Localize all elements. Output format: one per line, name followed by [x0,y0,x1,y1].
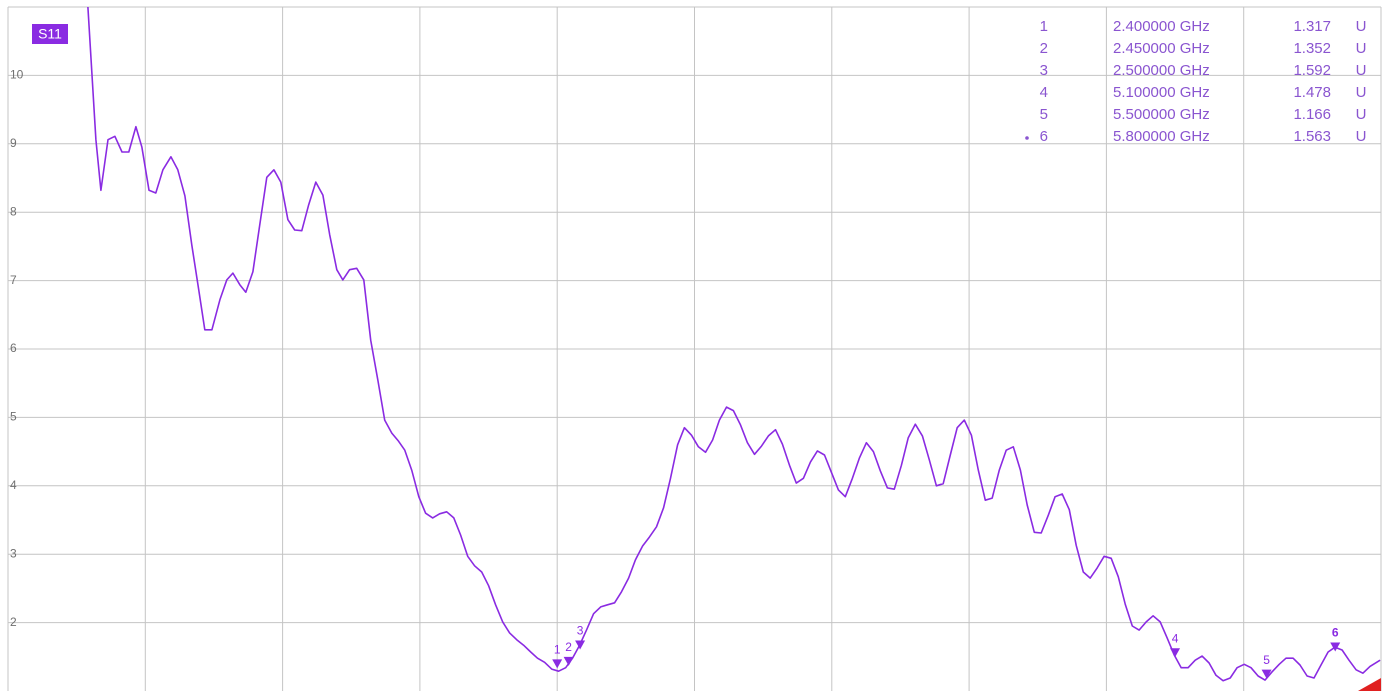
y-tick-label: 10 [10,68,24,82]
trace-group [87,7,1381,682]
reference-arrow [1358,678,1381,691]
marker-index: 6 [1040,128,1048,145]
marker-value: 1.478 [1293,84,1331,101]
y-tick-label: 6 [10,341,17,355]
y-tick-label: 9 [10,136,17,150]
trace-label-box [32,24,68,44]
y-tick-label: 8 [10,204,17,218]
marker-unit: U [1356,106,1367,123]
marker-index: 5 [1040,106,1048,123]
marker-number: 5 [1263,653,1270,667]
marker-number: 1 [554,642,561,656]
marker-index: 1 [1040,18,1048,35]
marker-value: 1.563 [1293,128,1331,145]
marker-triangle [552,659,563,669]
marker-value: 1.352 [1293,40,1331,57]
marker-frequency: 2.400000 GHz [1113,18,1210,35]
trace-label: S11 [38,26,62,42]
y-tick-label: 5 [10,410,17,424]
marker-unit: U [1356,40,1367,57]
marker-number: 4 [1172,631,1179,645]
marker-frequency: 2.450000 GHz [1113,40,1210,57]
marker-frequency: 2.500000 GHz [1113,62,1210,79]
marker-number: 6 [1332,626,1339,640]
marker-group: 1 23 4 5 6 [552,624,1341,679]
marker-triangle [1330,642,1341,652]
marker-frequency: 5.100000 GHz [1113,84,1210,101]
marker-triangle [575,640,586,650]
marker-value: 1.166 [1293,106,1331,123]
y-tick-label: 3 [10,546,17,560]
marker-table: 1 2.400000 GHz 1.317 U 2 2.450000 GHz 1.352 U 3 2… [1025,18,1366,145]
marker-index: 3 [1040,62,1048,79]
marker-unit: U [1356,128,1367,145]
active-marker-dot [1025,136,1029,140]
marker-number: 2 [565,640,572,654]
marker-frequency: 5.500000 GHz [1113,106,1210,123]
marker-value: 1.317 [1293,18,1331,35]
marker-index: 2 [1040,40,1048,57]
marker-frequency: 5.800000 GHz [1113,128,1210,145]
marker-value: 1.592 [1293,62,1331,79]
y-tick-label: 2 [10,615,17,629]
y-tick-label: 7 [10,273,17,287]
marker-number: 3 [577,624,584,638]
y-tick-label: 4 [10,478,17,492]
marker-triangle [563,656,574,666]
marker-triangle [1261,669,1272,679]
marker-unit: U [1356,62,1367,79]
marker-unit: U [1356,84,1367,101]
marker-triangle [1170,648,1181,658]
marker-index: 4 [1040,84,1048,101]
trace-line [87,7,1381,682]
marker-unit: U [1356,18,1367,35]
